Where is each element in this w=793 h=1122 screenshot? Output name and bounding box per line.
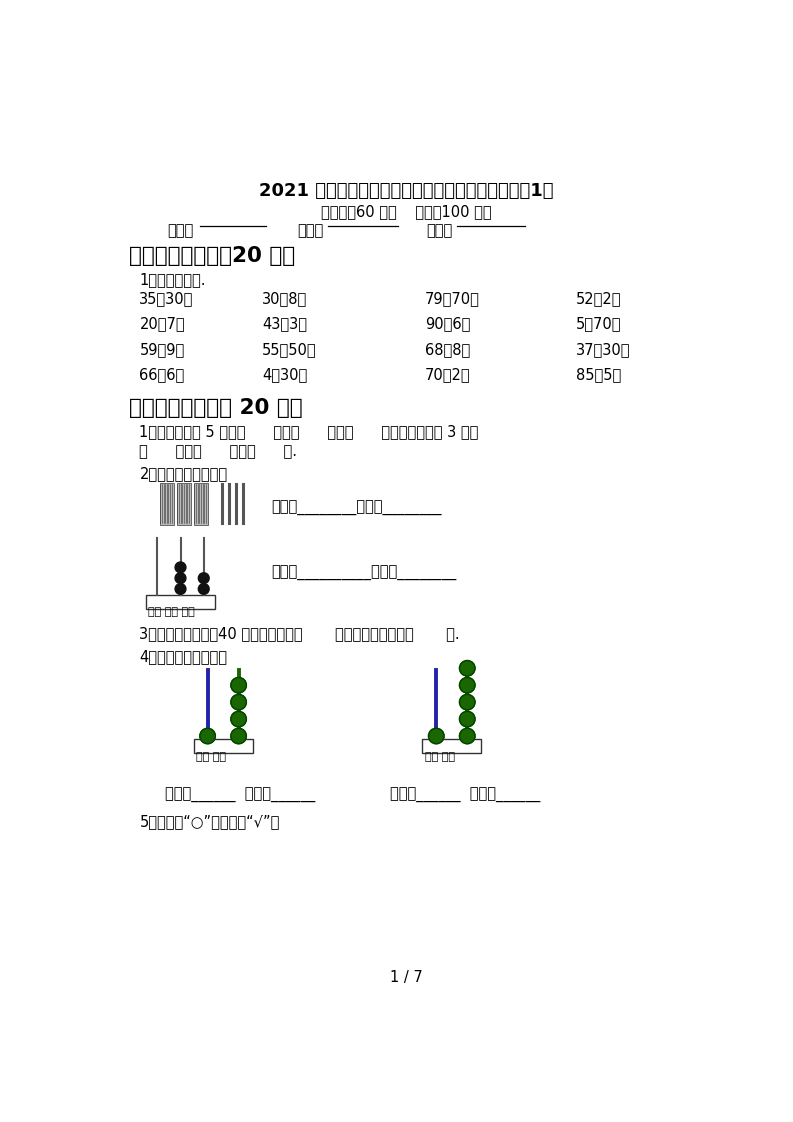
Text: 读作：__________写作：________: 读作：__________写作：________: [271, 565, 457, 581]
Circle shape: [175, 562, 186, 572]
Text: 68－8＝: 68－8＝: [424, 342, 470, 357]
Text: 70＋2＝: 70＋2＝: [424, 367, 470, 383]
Bar: [193, 739, 253, 753]
Text: 79－70＝: 79－70＝: [424, 291, 480, 306]
Text: 4、写一写，读一读。: 4、写一写，读一读。: [140, 649, 228, 664]
Circle shape: [231, 728, 247, 744]
Text: 十位 个位: 十位 个位: [196, 752, 226, 762]
Text: 读作：________写作：________: 读作：________写作：________: [271, 502, 442, 516]
Text: 66－6＝: 66－6＝: [140, 367, 185, 383]
Text: 90＋6＝: 90＋6＝: [424, 316, 470, 331]
Circle shape: [459, 678, 475, 693]
Text: 二、填空题。（共 20 分）: 二、填空题。（共 20 分）: [128, 398, 302, 419]
Circle shape: [459, 711, 475, 727]
Text: 班级：: 班级：: [167, 223, 193, 238]
Text: 写作：______  读作：______: 写作：______ 读作：______: [389, 788, 540, 802]
Text: （      ）、（      ）、（      ）.: （ ）、（ ）、（ ）.: [140, 444, 297, 459]
Text: 4＋30＝: 4＋30＝: [262, 367, 307, 383]
Text: 59－9＝: 59－9＝: [140, 342, 185, 357]
Circle shape: [175, 572, 186, 583]
Text: 百位 十位 个位: 百位 十位 个位: [148, 607, 195, 617]
Circle shape: [459, 661, 475, 675]
Circle shape: [459, 728, 475, 744]
Circle shape: [198, 572, 209, 583]
Bar: [146, 595, 216, 609]
Bar: [193, 482, 208, 525]
Circle shape: [428, 728, 444, 744]
Text: 85－5＝: 85－5＝: [576, 367, 621, 383]
Text: 20＋7＝: 20＋7＝: [140, 316, 185, 331]
Text: 十位 个位: 十位 个位: [424, 752, 454, 762]
Circle shape: [231, 678, 247, 693]
Text: 55－50＝: 55－50＝: [262, 342, 316, 357]
Text: 52－2＝: 52－2＝: [576, 291, 621, 306]
Bar: [423, 739, 481, 753]
Text: 分数：: 分数：: [426, 223, 453, 238]
Text: 一、计算小能手（20 分）: 一、计算小能手（20 分）: [128, 247, 295, 266]
Text: 1、写出个位是 5 的数（      ）、（      ）、（      ）；写出十位是 3 的数: 1、写出个位是 5 的数（ ）、（ ）、（ ）；写出十位是 3 的数: [140, 424, 479, 439]
Text: 35－30＝: 35－30＝: [140, 291, 193, 306]
Text: 5、轻的画“○”，重的画“√”。: 5、轻的画“○”，重的画“√”。: [140, 813, 280, 829]
Circle shape: [459, 695, 475, 710]
Text: 2021 年部编版一年级数学下册期末考试卷及答案（1）: 2021 年部编版一年级数学下册期末考试卷及答案（1）: [259, 183, 554, 201]
Text: 1、直接写得数.: 1、直接写得数.: [140, 272, 206, 287]
Bar: [177, 482, 190, 525]
Circle shape: [231, 695, 247, 710]
Text: 写作：______  读作：______: 写作：______ 读作：______: [165, 788, 316, 802]
Text: 43－3＝: 43－3＝: [262, 316, 307, 331]
Circle shape: [200, 728, 216, 744]
Text: 3、一个一个地数，40 前面一个数是（       ），后面一个数是（       ）.: 3、一个一个地数，40 前面一个数是（ ），后面一个数是（ ）.: [140, 626, 460, 641]
Text: 1 / 7: 1 / 7: [389, 971, 423, 985]
Text: 30＋8＝: 30＋8＝: [262, 291, 307, 306]
Text: 姓名：: 姓名：: [297, 223, 323, 238]
Bar: [159, 482, 174, 525]
Text: （时间：60 分钟    分数：100 分）: （时间：60 分钟 分数：100 分）: [320, 204, 492, 219]
Text: 37－30＝: 37－30＝: [576, 342, 630, 357]
Circle shape: [175, 583, 186, 595]
Text: 2、我会读，我会写。: 2、我会读，我会写。: [140, 466, 228, 480]
Text: 5＋70＝: 5＋70＝: [576, 316, 621, 331]
Circle shape: [231, 711, 247, 727]
Circle shape: [198, 583, 209, 595]
